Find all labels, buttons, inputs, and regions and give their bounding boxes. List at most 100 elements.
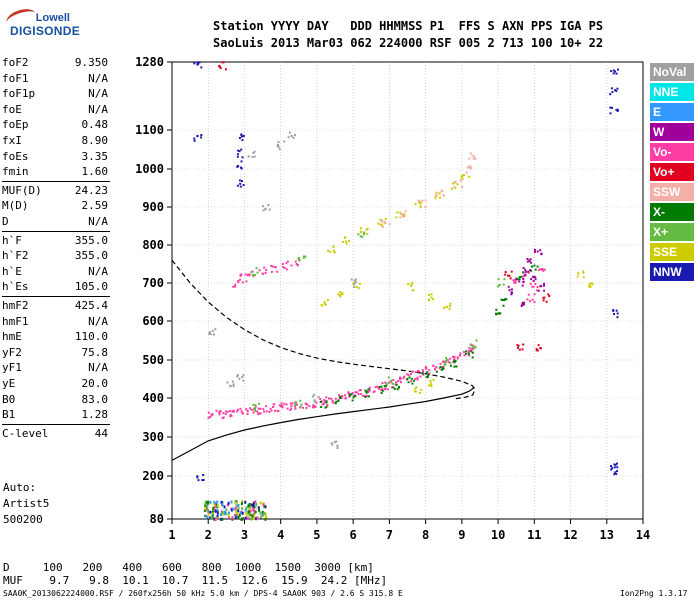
echo-point-sse bbox=[381, 224, 383, 227]
param-name: hmF2 bbox=[2, 299, 29, 312]
echo-point-low-cluster bbox=[250, 517, 253, 521]
echo-point-vo- bbox=[252, 411, 255, 414]
echo-point-low-cluster bbox=[205, 514, 208, 518]
echo-point-vo- bbox=[527, 271, 530, 274]
echo-point-x- bbox=[256, 271, 259, 274]
echo-point-ssw bbox=[460, 179, 463, 182]
param-value: 75.8 bbox=[81, 345, 109, 359]
echo-point-low-cluster bbox=[220, 517, 223, 521]
echo-point-x- bbox=[518, 278, 521, 281]
echo-point-vo- bbox=[392, 379, 395, 381]
echo-point-vo- bbox=[468, 346, 471, 349]
echo-point-low-cluster bbox=[214, 509, 217, 513]
echo-point-sse bbox=[430, 383, 433, 386]
echo-point-nnw bbox=[204, 514, 207, 517]
echo-point-ssw bbox=[382, 226, 384, 228]
station-header: Station YYYY DAY DDD HHMMSS P1 FFS S AXN… bbox=[213, 18, 603, 52]
echo-point-sse bbox=[384, 218, 387, 220]
echo-point-noval bbox=[353, 285, 356, 288]
echo-point-vo- bbox=[509, 277, 512, 280]
echo-point-low-cluster bbox=[264, 505, 267, 509]
y-tick-label: 80 bbox=[150, 512, 164, 526]
echo-point-sse bbox=[430, 385, 433, 388]
echo-point-vo- bbox=[238, 278, 241, 281]
echo-point-vo- bbox=[232, 409, 235, 412]
echo-point-sse bbox=[419, 202, 422, 205]
echo-point-x- bbox=[339, 395, 341, 398]
echo-point-ssw bbox=[399, 212, 402, 215]
echo-point-nnw bbox=[611, 91, 614, 93]
echo-point-w bbox=[532, 275, 534, 278]
echo-point-sse bbox=[348, 239, 350, 242]
echo-point-x- bbox=[365, 391, 368, 394]
echo-point-vo- bbox=[513, 281, 516, 284]
echo-point-sse bbox=[420, 388, 423, 391]
echo-point-vo- bbox=[219, 67, 222, 70]
echo-point-x- bbox=[302, 256, 305, 259]
echo-point-x- bbox=[390, 379, 393, 382]
echo-point-vo- bbox=[232, 285, 235, 288]
echo-point-sse bbox=[448, 308, 451, 311]
echo-point-noval bbox=[236, 374, 239, 377]
x-tick-label: 3 bbox=[241, 528, 248, 542]
echo-point-low-cluster bbox=[210, 515, 213, 519]
echo-point-nnw bbox=[614, 463, 617, 466]
echo-point-vo- bbox=[211, 413, 214, 416]
echo-point-sse bbox=[588, 285, 591, 288]
echo-point-low-cluster bbox=[226, 503, 229, 507]
echo-point-low-cluster bbox=[211, 511, 214, 515]
echo-point-low-cluster bbox=[253, 514, 256, 518]
echo-point-vo- bbox=[537, 344, 540, 347]
echo-point-noval bbox=[336, 447, 339, 449]
logo-line2: DIGISONDE bbox=[10, 24, 81, 38]
echo-point-low-cluster bbox=[206, 515, 209, 519]
param-separator bbox=[2, 423, 110, 425]
echo-point-vo- bbox=[209, 416, 212, 418]
echo-point-vo- bbox=[345, 397, 347, 399]
echo-point-w bbox=[522, 267, 525, 270]
echo-point-sse bbox=[337, 293, 340, 296]
echo-point-low-cluster bbox=[252, 512, 255, 516]
echo-point-vo- bbox=[271, 265, 274, 268]
echo-point-vo- bbox=[452, 360, 455, 363]
echo-point-vo- bbox=[512, 279, 515, 282]
echo-point-vo- bbox=[294, 405, 296, 408]
echo-point-sse bbox=[355, 285, 358, 288]
echo-point-noval bbox=[247, 155, 250, 158]
echo-point-low-cluster bbox=[252, 503, 255, 507]
echo-point-noval bbox=[232, 385, 235, 387]
echo-point-vo- bbox=[289, 402, 292, 405]
echo-point-w bbox=[510, 293, 513, 296]
param-row: foF2 9.350 bbox=[2, 56, 108, 70]
echo-point-vo- bbox=[394, 383, 397, 386]
param-value: N/A bbox=[88, 264, 108, 278]
echo-point-sse bbox=[342, 240, 345, 243]
echo-point-low-cluster bbox=[237, 504, 240, 507]
echo-point-w bbox=[518, 280, 521, 283]
echo-point-vo- bbox=[539, 268, 542, 271]
echo-point-low-cluster bbox=[263, 511, 266, 515]
echo-point-vo- bbox=[521, 348, 524, 351]
echo-point-w bbox=[528, 259, 531, 262]
echo-point-nnw bbox=[611, 106, 613, 109]
echo-point-nnw bbox=[237, 165, 240, 167]
echo-point-sse bbox=[589, 285, 592, 288]
echo-point-low-cluster bbox=[206, 509, 209, 513]
echo-point-vo- bbox=[246, 413, 249, 415]
echo-point-low-cluster bbox=[220, 513, 222, 517]
param-row: foF1p N/A bbox=[2, 87, 108, 101]
echo-point-low-cluster bbox=[245, 506, 248, 510]
echo-point-x- bbox=[361, 235, 364, 238]
echo-point-noval bbox=[253, 155, 256, 158]
echo-point-noval bbox=[211, 330, 214, 332]
echo-point-vo- bbox=[250, 408, 253, 411]
echo-point-vo- bbox=[286, 260, 289, 263]
param-row: foEp 0.48 bbox=[2, 118, 108, 132]
echo-point-nnw bbox=[200, 134, 203, 136]
echo-point-sse bbox=[432, 378, 435, 381]
echo-point-w bbox=[508, 289, 511, 292]
param-name: yF1 bbox=[2, 361, 22, 375]
echo-point-x- bbox=[500, 298, 503, 301]
param-row: foF1 N/A bbox=[2, 72, 108, 86]
echo-point-noval bbox=[264, 208, 267, 211]
